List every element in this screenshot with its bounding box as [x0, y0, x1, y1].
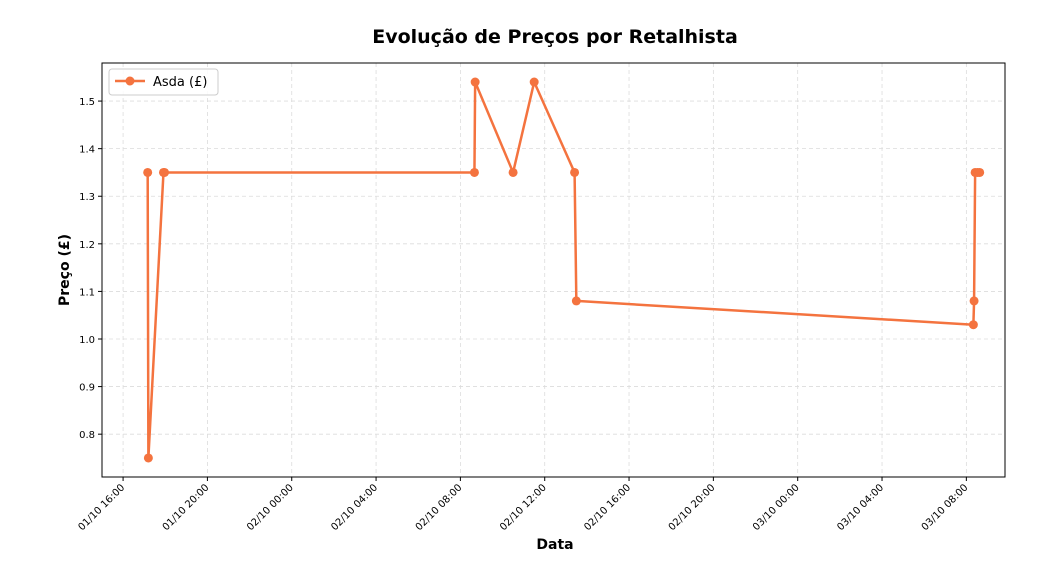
data-point — [469, 167, 479, 177]
x-tick-label: 02/10 08:00 — [414, 482, 465, 533]
y-tick-label: 1.3 — [79, 192, 95, 203]
data-point — [529, 77, 539, 87]
x-axis: 01/10 16:00 01/10 20:00 02/10 00:00 02/10 0… — [76, 477, 970, 533]
chart-title: Evolução de Preços por Retalhista — [372, 26, 738, 48]
x-tick-label: 02/10 04:00 — [329, 482, 380, 533]
data-point — [160, 167, 170, 177]
y-tick-label: 0.8 — [79, 430, 95, 441]
data-point — [571, 296, 581, 306]
legend-series-label: Asda (£) — [153, 75, 207, 90]
x-tick-label: 02/10 00:00 — [245, 482, 296, 533]
series-line — [146, 80, 980, 460]
grid — [102, 63, 1005, 477]
data-point — [975, 167, 985, 177]
legend-box — [108, 68, 219, 96]
legend-series-marker — [125, 76, 135, 86]
x-tick-label: 02/10 20:00 — [667, 482, 718, 533]
x-tick-label: 01/10 20:00 — [161, 482, 212, 533]
x-tick-label: 03/10 08:00 — [920, 482, 971, 533]
x-tick-label: 02/10 12:00 — [498, 482, 549, 533]
y-tick-label: 1.5 — [79, 97, 95, 108]
data-point — [969, 296, 979, 306]
data-point — [470, 77, 480, 87]
data-point — [143, 453, 153, 463]
y-tick-label: 1.0 — [79, 335, 95, 346]
data-point — [968, 320, 978, 330]
y-tick-label: 1.1 — [79, 287, 95, 298]
y-tick-label: 0.9 — [79, 383, 95, 394]
x-tick-label: 02/10 16:00 — [582, 482, 633, 533]
x-tick-label: 01/10 16:00 — [76, 482, 127, 533]
y-tick-label: 1.2 — [79, 240, 95, 251]
x-tick-label: 03/10 00:00 — [751, 482, 802, 533]
x-axis-title: Data — [536, 537, 573, 553]
data-point — [508, 167, 518, 177]
data-point — [570, 167, 580, 177]
y-axis: 0.8 0.9 1.0 1.1 1.2 1.3 1.4 1.5 — [79, 97, 102, 441]
data-point — [143, 167, 153, 177]
y-tick-label: 1.4 — [79, 145, 95, 156]
y-axis-title: Preço (£) — [57, 234, 73, 306]
x-tick-label: 03/10 04:00 — [835, 482, 886, 533]
plot-frame — [101, 62, 1006, 478]
legend: Asda (£) — [108, 68, 219, 96]
series-layer — [143, 77, 985, 463]
